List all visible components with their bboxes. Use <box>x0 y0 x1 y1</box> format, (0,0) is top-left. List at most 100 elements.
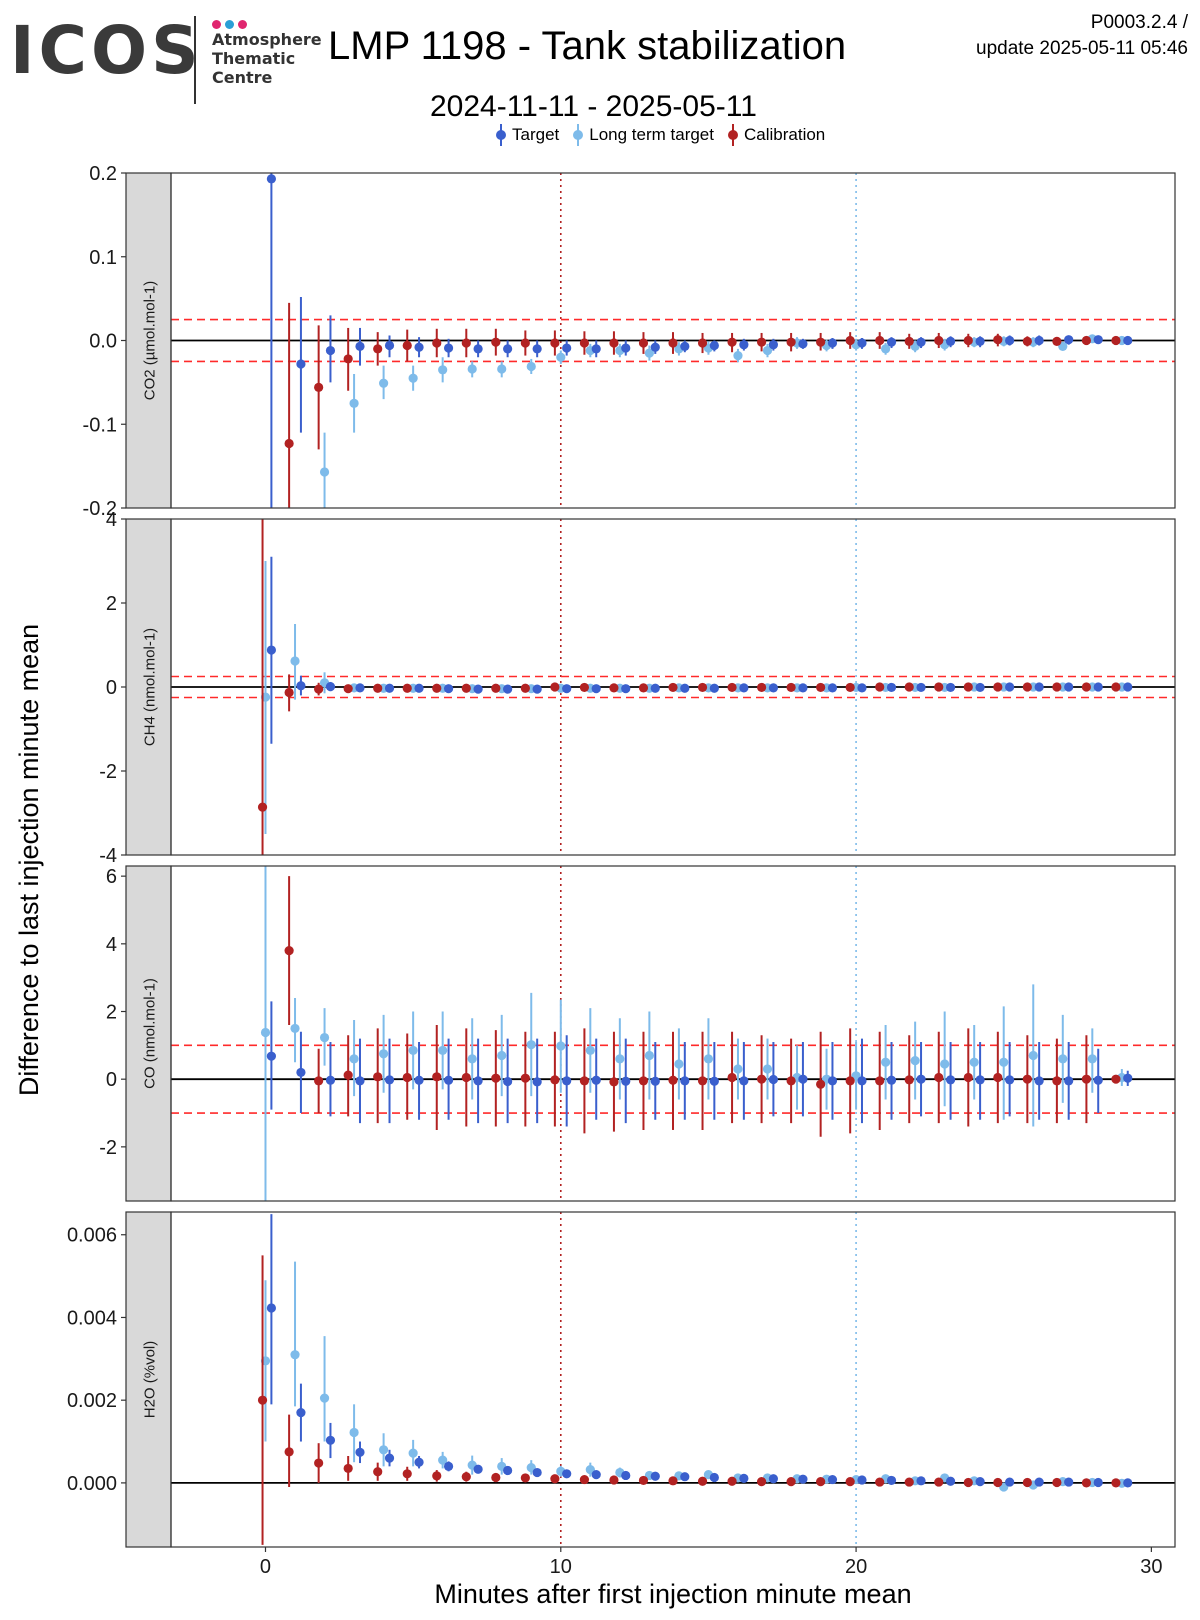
data-point <box>408 1448 418 1458</box>
data-point <box>768 1474 779 1484</box>
y-tick-label: -0.1 <box>83 414 117 436</box>
data-point <box>550 338 560 348</box>
data-point <box>1052 336 1062 346</box>
data-point <box>432 683 442 693</box>
data-point <box>609 683 619 693</box>
data-point <box>827 1474 838 1485</box>
data-point <box>857 683 867 693</box>
data-point <box>709 340 719 351</box>
data-point <box>503 344 513 354</box>
series-long-term-target <box>260 866 1127 1201</box>
data-point <box>963 335 973 346</box>
series-calibration <box>257 519 1121 855</box>
data-point <box>414 683 424 693</box>
data-point <box>650 683 660 693</box>
data-point <box>756 337 767 347</box>
data-point <box>556 1041 566 1051</box>
data-point <box>443 1075 454 1085</box>
data-point <box>1093 1075 1103 1085</box>
data-point <box>798 683 808 693</box>
plot-area <box>171 866 1175 1201</box>
data-point <box>473 344 483 354</box>
data-point <box>467 364 477 374</box>
data-point <box>756 682 767 693</box>
data-point <box>520 1473 530 1483</box>
data-point <box>266 645 276 655</box>
data-point <box>644 348 654 358</box>
data-point <box>349 1054 359 1064</box>
data-point <box>1005 335 1015 346</box>
data-point <box>432 1471 442 1481</box>
data-point <box>1034 335 1044 346</box>
legend-label: Target <box>512 125 560 144</box>
y-tick-label: 0.0 <box>89 331 117 353</box>
data-point <box>579 1474 590 1485</box>
series-calibration <box>257 1255 1121 1545</box>
data-point <box>1064 1477 1074 1487</box>
data-point <box>497 1050 507 1061</box>
data-point <box>727 1476 737 1486</box>
data-point <box>532 684 542 694</box>
data-point <box>650 1471 660 1481</box>
data-point <box>886 1075 897 1085</box>
data-point <box>257 1395 268 1405</box>
data-point <box>290 1023 300 1034</box>
data-point <box>408 373 418 383</box>
data-point <box>845 1076 855 1086</box>
data-point <box>343 1070 353 1080</box>
legend-key-icon <box>496 124 506 146</box>
data-point <box>1081 1478 1092 1488</box>
data-point <box>503 1465 513 1476</box>
legend-item-long-term-target: Long term target <box>573 124 714 146</box>
data-point <box>697 1076 708 1086</box>
series-calibration <box>284 876 1121 1137</box>
data-point <box>379 1049 389 1059</box>
data-point <box>1034 1076 1044 1086</box>
data-point <box>314 684 324 694</box>
data-point <box>709 1076 719 1086</box>
data-point <box>768 1074 779 1085</box>
data-point <box>975 336 985 346</box>
data-point <box>650 342 660 352</box>
data-point <box>945 682 956 693</box>
strip-label: CO2 (µmol.mol-1) <box>142 281 159 401</box>
data-point <box>1093 1477 1103 1488</box>
y-tick-label: -4 <box>99 845 117 867</box>
y-tick-label: 0.006 <box>67 1225 117 1247</box>
data-point <box>1022 682 1032 692</box>
data-point <box>284 438 294 449</box>
data-point <box>461 1472 471 1482</box>
data-point <box>638 338 649 348</box>
data-point <box>1005 682 1015 692</box>
plot-area <box>171 1212 1175 1547</box>
data-point <box>609 1475 619 1485</box>
data-point <box>727 337 737 347</box>
report-title: LMP 1198 - Tank stabilization <box>328 24 847 68</box>
data-point <box>916 1476 926 1486</box>
data-point <box>845 335 855 346</box>
data-point <box>1005 1075 1015 1085</box>
data-point <box>756 1074 767 1084</box>
data-point <box>786 1076 796 1086</box>
data-point <box>562 1076 572 1086</box>
data-point <box>266 1303 276 1313</box>
data-point <box>963 682 973 692</box>
data-point <box>650 1076 660 1086</box>
data-point <box>284 945 294 956</box>
data-point <box>910 1055 920 1066</box>
series-long-term-target <box>319 334 1127 508</box>
data-point <box>963 1477 973 1488</box>
logo-divider <box>194 16 196 104</box>
x-axis-title: Minutes after first injection minute mea… <box>434 1579 911 1609</box>
data-point <box>461 338 471 348</box>
data-point <box>709 683 719 693</box>
data-point <box>432 1072 442 1082</box>
data-point <box>733 1064 743 1074</box>
data-point <box>709 1472 719 1483</box>
data-point <box>343 354 353 364</box>
y-tick-label: 2 <box>106 593 117 615</box>
data-point <box>1081 682 1092 692</box>
y-tick-label: 0.004 <box>67 1307 117 1329</box>
data-point <box>461 1072 471 1083</box>
